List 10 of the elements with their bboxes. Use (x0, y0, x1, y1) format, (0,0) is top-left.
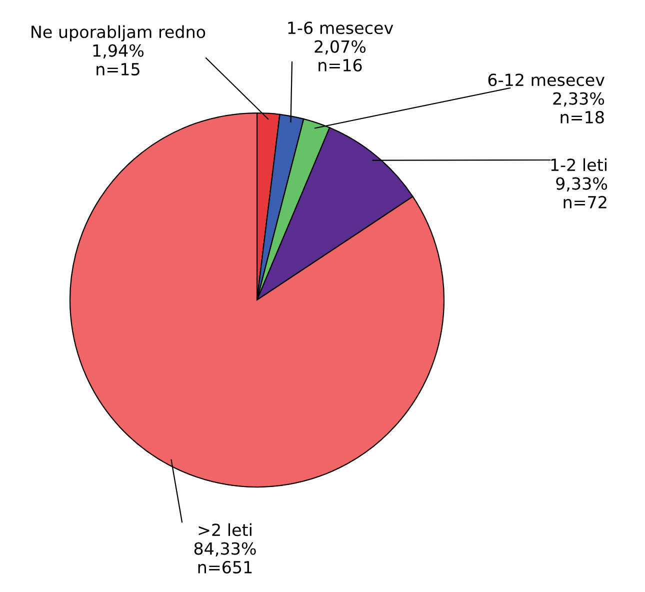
data-label: 2,33% n=18 (553, 92, 604, 124)
slice-label: Ne uporabljam redno (32, 25, 206, 42)
slice-label: >2 leti (198, 523, 252, 536)
data-label: 1,94% n=15 (93, 44, 144, 76)
slice-label: 6-12 mesecev (488, 74, 604, 86)
slice-label: 1-2 leti (551, 158, 606, 172)
data-label: 9,33% n=72 (556, 177, 608, 208)
slice-label: 1-6 mesecev (288, 22, 394, 34)
data-label: 2,07% n=16 (314, 40, 366, 72)
data-label: 84,33% n=651 (194, 542, 256, 574)
